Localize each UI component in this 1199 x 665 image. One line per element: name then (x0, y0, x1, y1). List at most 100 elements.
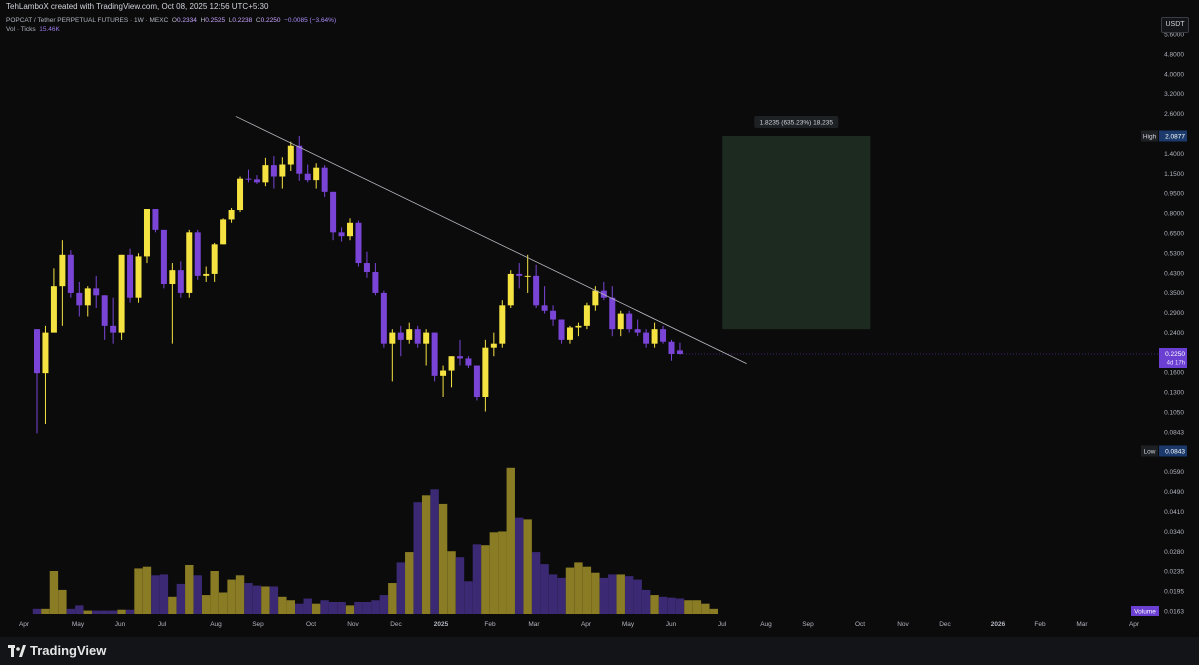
volume-bar (675, 598, 685, 614)
time-axis-label: Nov (347, 621, 359, 628)
ohlc-legend: POPCAT / Tether PERPETUAL FUTURES · 1W ·… (6, 17, 337, 24)
candle-body (253, 179, 260, 183)
volume-bar (498, 531, 507, 614)
price-axis-label: 0.2400 (1164, 330, 1184, 337)
candle-body (347, 222, 354, 237)
price-axis-label: 0.0163 (1164, 609, 1184, 616)
candle-body (186, 232, 193, 293)
volume-bar (396, 562, 405, 614)
price-axis-label: 0.0280 (1164, 549, 1184, 556)
candle-body (287, 145, 294, 165)
candle-body (118, 254, 125, 333)
time-axis-label: Jun (115, 621, 126, 628)
low-marker-bg (1141, 445, 1158, 457)
volume-bar (345, 605, 355, 614)
volume-bar (286, 600, 295, 614)
candle-body (626, 313, 633, 330)
volume-bar (557, 577, 566, 614)
candle-body (363, 263, 370, 273)
candle-body (321, 167, 328, 192)
volume-bar (142, 566, 152, 614)
volume-bar (337, 601, 346, 614)
volume-bar (311, 603, 321, 614)
volume-legend-label: Vol · Ticks (6, 26, 36, 33)
trendline (235, 116, 747, 364)
volume-bar (32, 608, 42, 614)
volume-bar (608, 574, 617, 614)
candle-body (101, 295, 108, 326)
time-axis-label: Oct (306, 621, 316, 628)
volume-bar (625, 576, 634, 614)
time-axis-label: Jun (666, 621, 677, 628)
candle-body (262, 165, 269, 183)
price-axis-label: 0.0843 (1164, 429, 1184, 436)
volume-bar (447, 551, 456, 614)
price-axis-label: 1.1500 (1164, 171, 1184, 178)
candle-body (50, 286, 57, 333)
candle-body (609, 297, 616, 330)
last-price-tag (1159, 348, 1187, 368)
volume-tag: Volume (1134, 609, 1156, 616)
candle-body (617, 313, 624, 330)
volume-bar (159, 574, 169, 614)
candle-body (59, 254, 66, 287)
tradingview-logo-icon (8, 644, 26, 657)
volume-bar (455, 557, 465, 614)
volume-bar (489, 532, 499, 614)
high-marker-value-bg (1159, 130, 1187, 142)
candle-body (211, 244, 218, 274)
currency-button[interactable]: USDT (1161, 17, 1189, 33)
tradingview-logo[interactable]: TradingView (8, 643, 106, 658)
candle-body (440, 370, 447, 376)
candle-body (372, 272, 379, 293)
price-axis-label: 0.9500 (1164, 191, 1184, 198)
candle-body (355, 222, 362, 264)
time-axis-label: Dec (390, 621, 402, 628)
volume-bar (210, 571, 219, 614)
volume-bar (599, 577, 609, 614)
candle-body (583, 305, 590, 326)
price-chart[interactable]: 1.8235 (635.23%) 18,235 5.6000 4.8000 4.000… (0, 0, 1199, 637)
candle-body (67, 254, 74, 293)
time-axis-label: Feb (484, 621, 496, 628)
volume-bar (506, 467, 515, 614)
volume-bar (193, 575, 202, 614)
volume-bar (523, 519, 532, 614)
price-axis-label: 0.3500 (1164, 290, 1184, 297)
candle-body (431, 332, 438, 376)
bar-countdown: 4d 17h (1167, 361, 1185, 367)
volume-legend: Vol · Ticks 15.46K (6, 26, 60, 33)
candle-body (490, 343, 497, 348)
time-axis-label: May (72, 621, 85, 628)
volume-bar (362, 601, 372, 614)
time-axis-label: Mar (1076, 621, 1088, 628)
price-axis-label: 0.0490 (1164, 489, 1184, 496)
low-value: 0.2238 (232, 17, 253, 24)
volume-bar (244, 583, 253, 614)
volume-bar (328, 601, 338, 614)
candle-body (194, 232, 201, 276)
candle-body (143, 209, 150, 257)
target-zone (722, 136, 871, 330)
time-axis-label: Apr (581, 621, 592, 628)
price-axis-label: 3.2000 (1164, 91, 1184, 98)
candle-body (313, 167, 320, 181)
volume-bar (633, 579, 642, 614)
volume-bar (176, 583, 186, 614)
volume-bar (591, 572, 600, 614)
price-axis-label: 0.0410 (1164, 509, 1184, 516)
top-bar: TehLamboX created with TradingView.com, … (0, 0, 1199, 14)
price-axis-label: 0.0590 (1164, 469, 1184, 476)
price-axis-label: 4.0000 (1164, 71, 1184, 78)
volume-bar (75, 605, 84, 614)
candle-body (330, 191, 337, 233)
volume-tag-bg (1131, 606, 1159, 616)
volume-bar (354, 601, 363, 614)
candle-body (634, 329, 641, 333)
time-axis-label: Aug (760, 621, 772, 628)
open-value: 0.2334 (176, 17, 197, 24)
candle-body (76, 292, 83, 306)
candle-body (414, 329, 421, 344)
candle-body (279, 164, 286, 177)
volume-bar (540, 564, 549, 614)
